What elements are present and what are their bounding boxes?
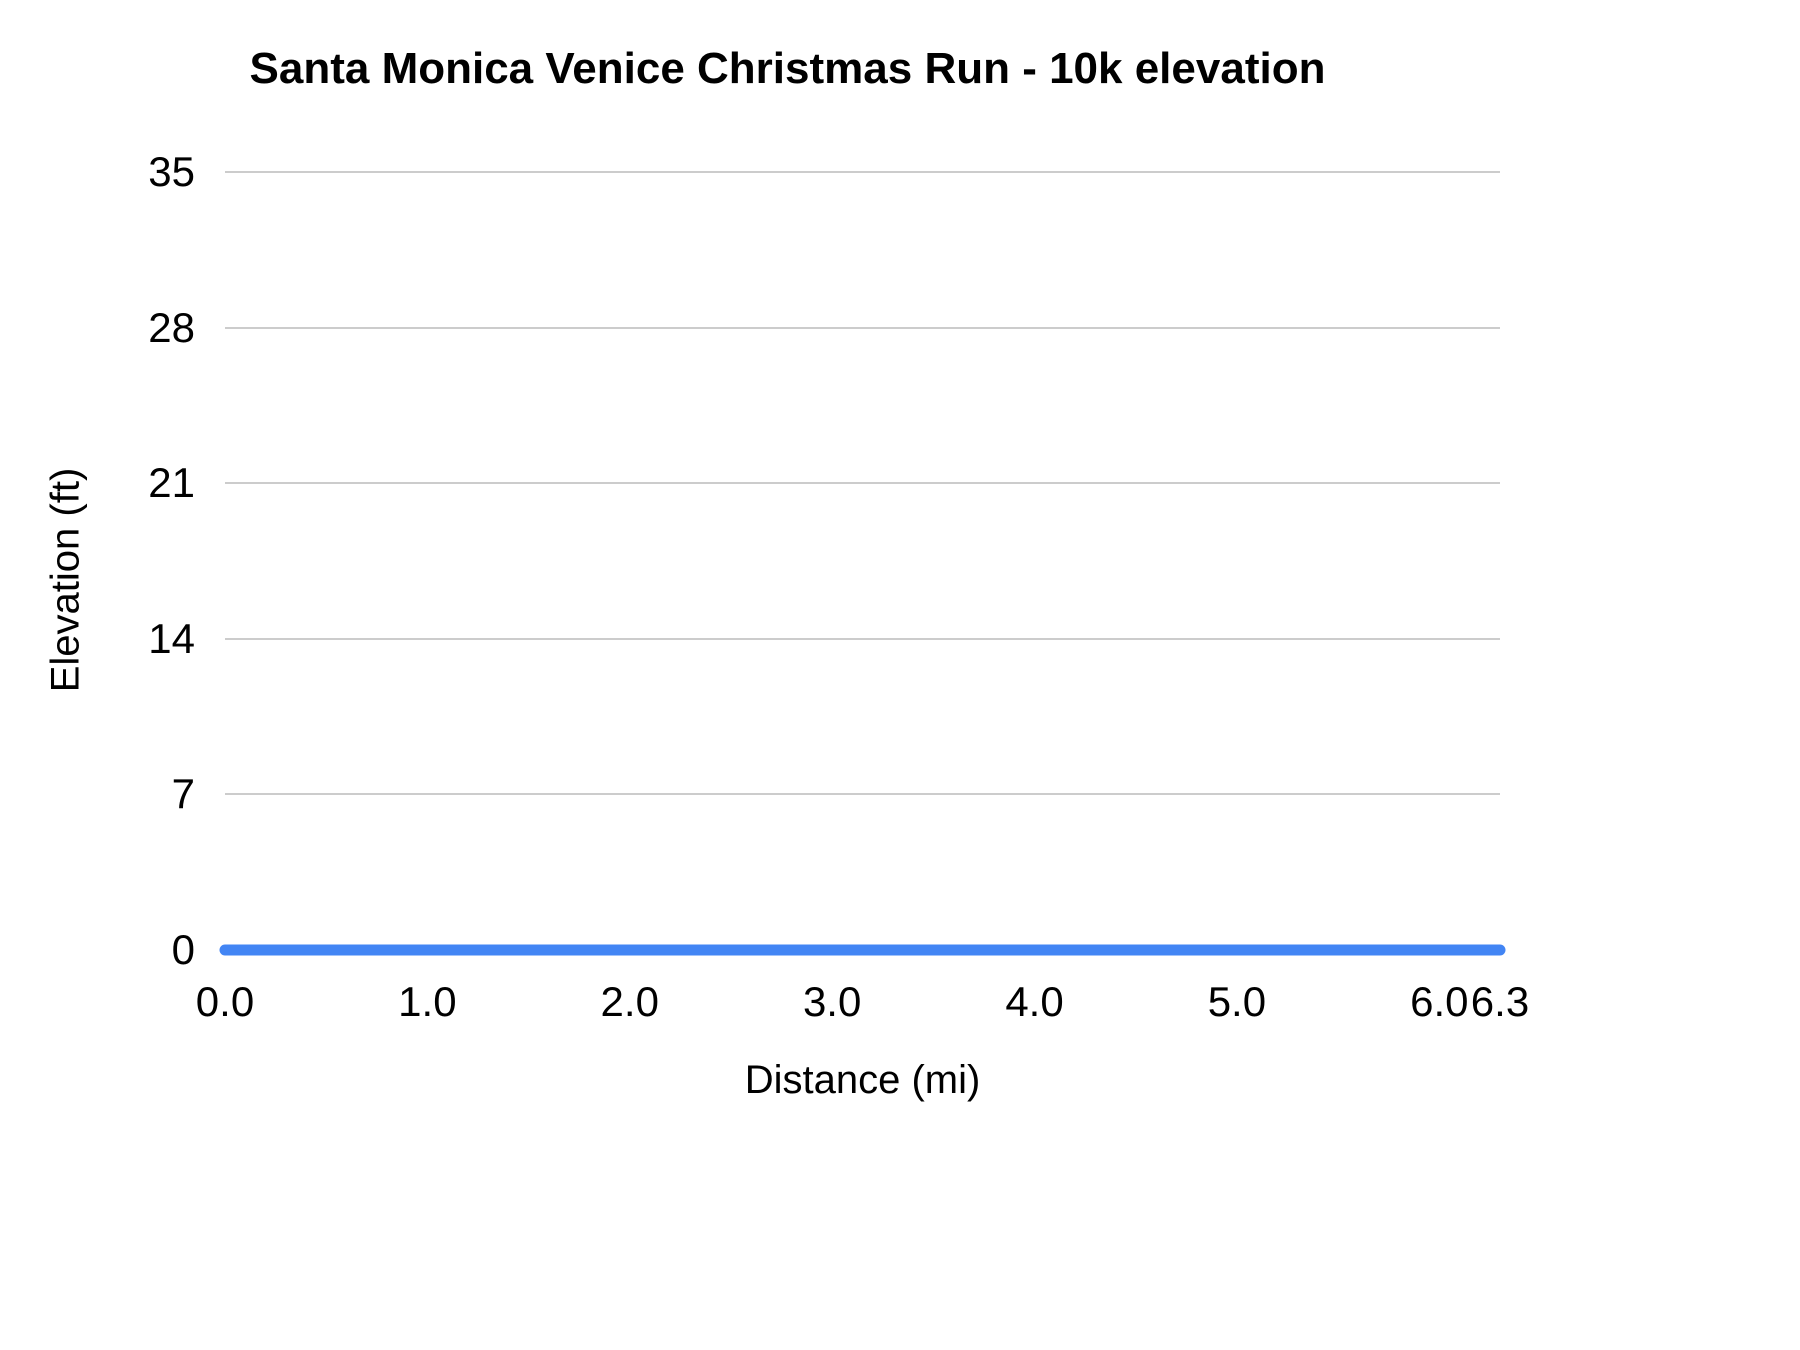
gridline xyxy=(225,326,1500,329)
gridline xyxy=(225,171,1500,173)
x-axis-title: Distance (mi) xyxy=(744,1058,981,1102)
y-tick-label: 7 xyxy=(171,770,195,818)
chart-title: Santa Monica Venice Christmas Run - 10k … xyxy=(249,44,1326,93)
x-tick-label: 2.0 xyxy=(600,978,659,1025)
x-tick-label: 6.0 xyxy=(1410,978,1469,1025)
x-tick-label: 4.0 xyxy=(1005,978,1064,1025)
x-axis-tick-labels: 0.0 1.0 2.0 3.0 4.0 5.0 6.0 6.3 xyxy=(196,978,1529,1038)
gridline xyxy=(225,793,1500,796)
y-tick-label: 21 xyxy=(148,459,195,507)
x-tick-label: 5.0 xyxy=(1207,978,1267,1025)
x-tick-label: 6.3 xyxy=(1470,978,1530,1025)
gridline xyxy=(225,637,1500,640)
y-axis-tick-labels: 0 7 14 21 28 35 xyxy=(0,148,195,973)
x-tick-label: 0.0 xyxy=(195,978,255,1025)
elevation-line xyxy=(219,944,1506,956)
gridline xyxy=(225,482,1500,485)
y-tick-label: 14 xyxy=(148,614,195,662)
x-tick-label: 3.0 xyxy=(802,978,862,1025)
y-tick-label: 28 xyxy=(148,303,195,351)
plot-area xyxy=(219,171,1506,956)
y-tick-label: 0 xyxy=(171,926,195,973)
y-tick-label: 35 xyxy=(148,148,195,195)
x-tick-label: 1.0 xyxy=(398,978,457,1025)
